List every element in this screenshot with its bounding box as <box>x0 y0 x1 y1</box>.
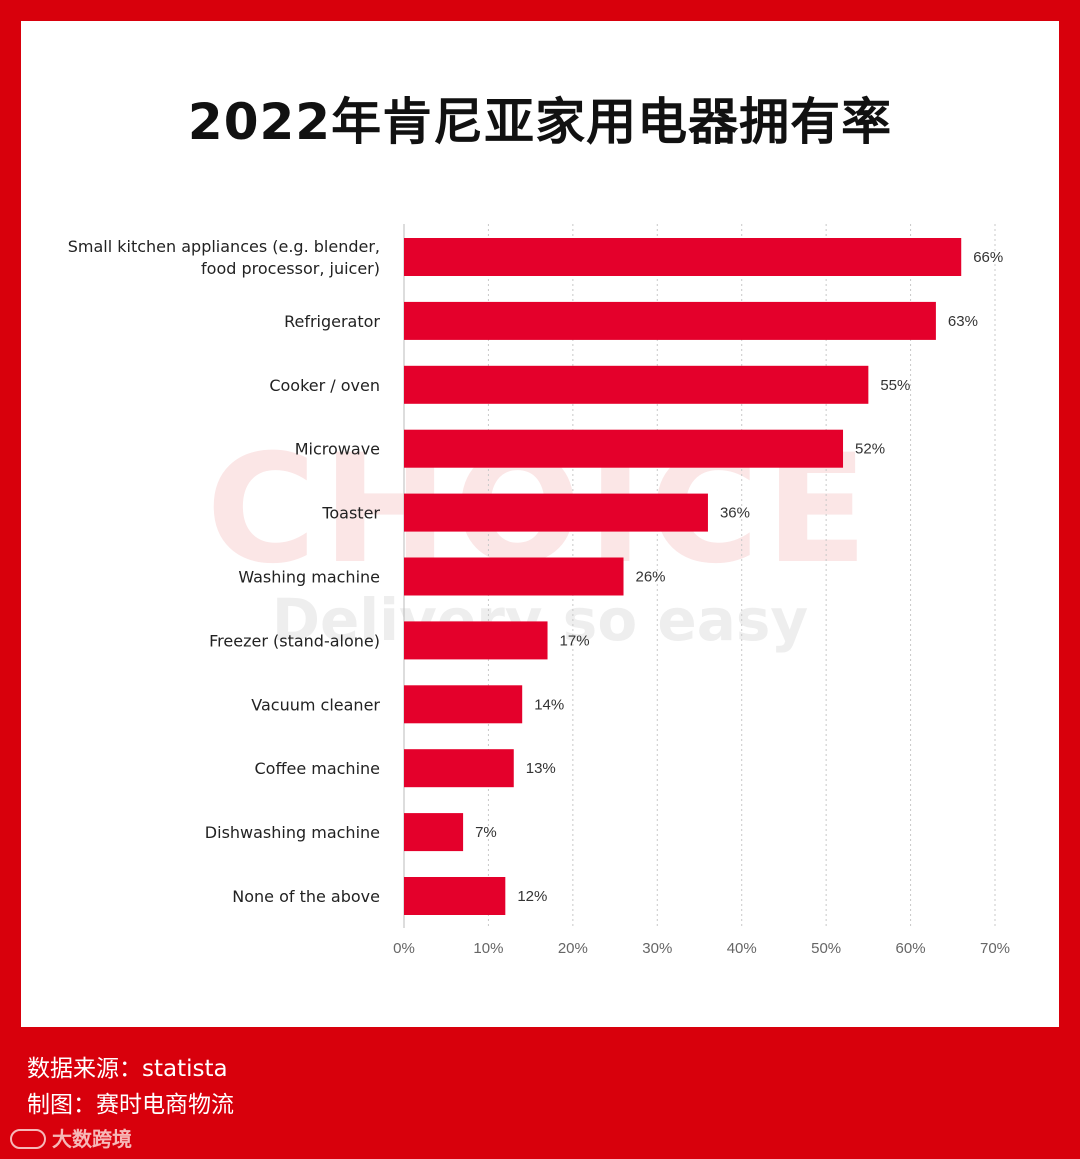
footer-logo: 大数跨境 <box>10 1125 132 1153</box>
bar <box>404 621 548 660</box>
logo-icon <box>10 1129 46 1149</box>
category-label: Vacuum cleaner <box>251 695 380 714</box>
bar <box>404 813 464 852</box>
bar <box>404 238 962 276</box>
bar <box>404 493 708 532</box>
category-label: None of the above <box>232 887 380 906</box>
data-label: 14% <box>534 696 564 713</box>
x-tick-label: 0% <box>393 940 415 957</box>
x-tick-label: 30% <box>642 940 672 957</box>
category-label: Washing machine <box>238 568 380 587</box>
category-label: Small kitchen appliances (e.g. blender, <box>68 237 380 256</box>
data-label: 12% <box>517 888 547 905</box>
category-label: Coffee machine <box>254 759 380 778</box>
footer-logo-text: 大数跨境 <box>52 1127 132 1151</box>
data-label: 13% <box>526 760 556 777</box>
data-label: 26% <box>636 569 666 586</box>
bar <box>404 749 514 788</box>
category-label: food processor, juicer) <box>201 259 380 278</box>
data-label: 52% <box>855 441 885 458</box>
category-label: Freezer (stand-alone) <box>209 631 380 650</box>
x-tick-label: 20% <box>558 940 588 957</box>
x-tick-label: 50% <box>811 940 841 957</box>
x-tick-label: 60% <box>896 940 926 957</box>
chart-title: 2022年肯尼亚家用电器拥有率 <box>187 93 893 151</box>
data-label: 63% <box>948 313 978 330</box>
bar <box>404 877 506 915</box>
footer-maker: 制图：赛时电商物流 <box>27 1092 234 1118</box>
bar <box>404 429 844 468</box>
x-tick-label: 70% <box>980 940 1010 957</box>
data-label: 55% <box>880 377 910 394</box>
category-label: Cooker / oven <box>269 376 380 395</box>
category-label: Microwave <box>295 440 380 459</box>
category-label: Dishwashing machine <box>205 823 380 842</box>
data-label: 36% <box>720 505 750 522</box>
footer-source: 数据来源：statista <box>27 1056 228 1082</box>
category-label: Toaster <box>321 504 380 523</box>
data-label: 7% <box>475 824 497 841</box>
x-tick-label: 40% <box>727 940 757 957</box>
bar <box>404 557 624 596</box>
x-tick-label: 10% <box>473 940 503 957</box>
data-label: 17% <box>560 632 590 649</box>
category-label: Refrigerator <box>284 312 380 331</box>
bar <box>404 365 869 404</box>
bar <box>404 301 936 340</box>
bar <box>404 685 523 724</box>
data-label: 66% <box>973 249 1003 266</box>
